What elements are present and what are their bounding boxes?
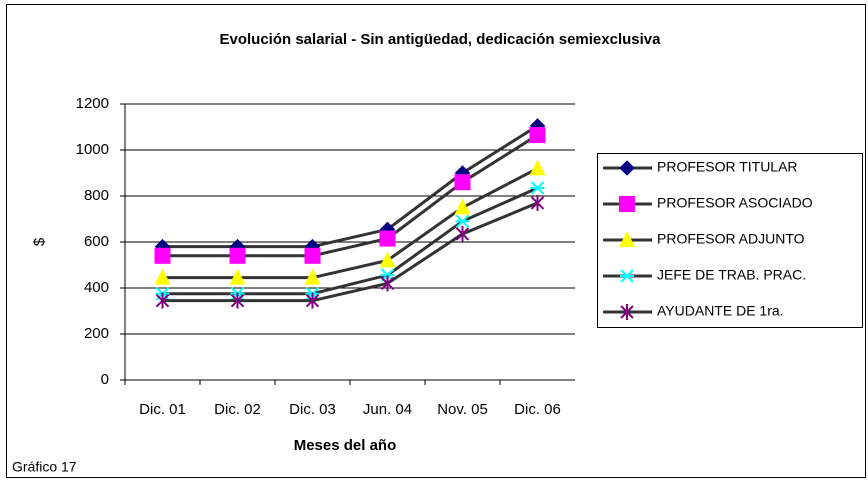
marker (304, 268, 321, 285)
legend-label: PROFESOR ASOCIADO (657, 195, 813, 211)
footnote: Gráfico 17 (12, 459, 77, 475)
marker (229, 268, 246, 285)
y-axis-label: $ (31, 237, 48, 246)
marker (454, 198, 471, 215)
marker (455, 225, 470, 242)
x-tick-label: Dic. 01 (139, 401, 186, 418)
x-tick-label: Nov. 05 (437, 401, 488, 418)
marker (154, 247, 171, 264)
y-tick-label: 400 (84, 279, 109, 296)
marker (379, 251, 396, 268)
marker (529, 159, 546, 176)
marker (379, 230, 396, 247)
marker (455, 214, 470, 229)
chart-title: Evolución salarial - Sin antigüedad, ded… (220, 31, 662, 48)
marker (529, 127, 546, 144)
marker (229, 247, 246, 264)
y-tick-label: 1200 (76, 95, 109, 112)
marker (305, 292, 320, 309)
legend-label: PROFESOR ADJUNTO (657, 231, 805, 247)
x-tick-label: Dic. 06 (514, 401, 561, 418)
marker (454, 174, 471, 191)
legend-label: PROFESOR TITULAR (657, 159, 798, 175)
x-axis-label: Meses del año (294, 437, 397, 454)
legend-marker (619, 231, 635, 247)
marker (530, 194, 545, 211)
series-line (162, 133, 539, 258)
series-line (162, 124, 539, 249)
y-tick-label: 800 (84, 187, 109, 204)
legend-marker (620, 304, 634, 320)
x-tick-label: Jun. 04 (363, 401, 412, 418)
legend-label: AYUDANTE DE 1ra. (657, 303, 784, 319)
y-tick-label: 200 (84, 325, 109, 342)
legend-label: JEFE DE TRAB. PRAC. (657, 267, 806, 283)
y-tick-label: 1000 (76, 141, 109, 158)
y-tick-label: 0 (101, 371, 109, 388)
marker (155, 292, 170, 309)
series-line (162, 167, 539, 280)
marker (530, 181, 545, 195)
x-tick-label: Dic. 03 (289, 401, 336, 418)
y-tick-label: 600 (84, 233, 109, 250)
marker (380, 275, 395, 292)
marker (154, 268, 171, 285)
marker (304, 247, 321, 264)
marker (230, 292, 245, 309)
legend-marker (620, 269, 634, 283)
legend-marker (619, 160, 635, 176)
legend-marker (619, 196, 635, 212)
series-line (162, 201, 539, 303)
x-tick-label: Dic. 02 (214, 401, 261, 418)
series-line (162, 186, 539, 296)
